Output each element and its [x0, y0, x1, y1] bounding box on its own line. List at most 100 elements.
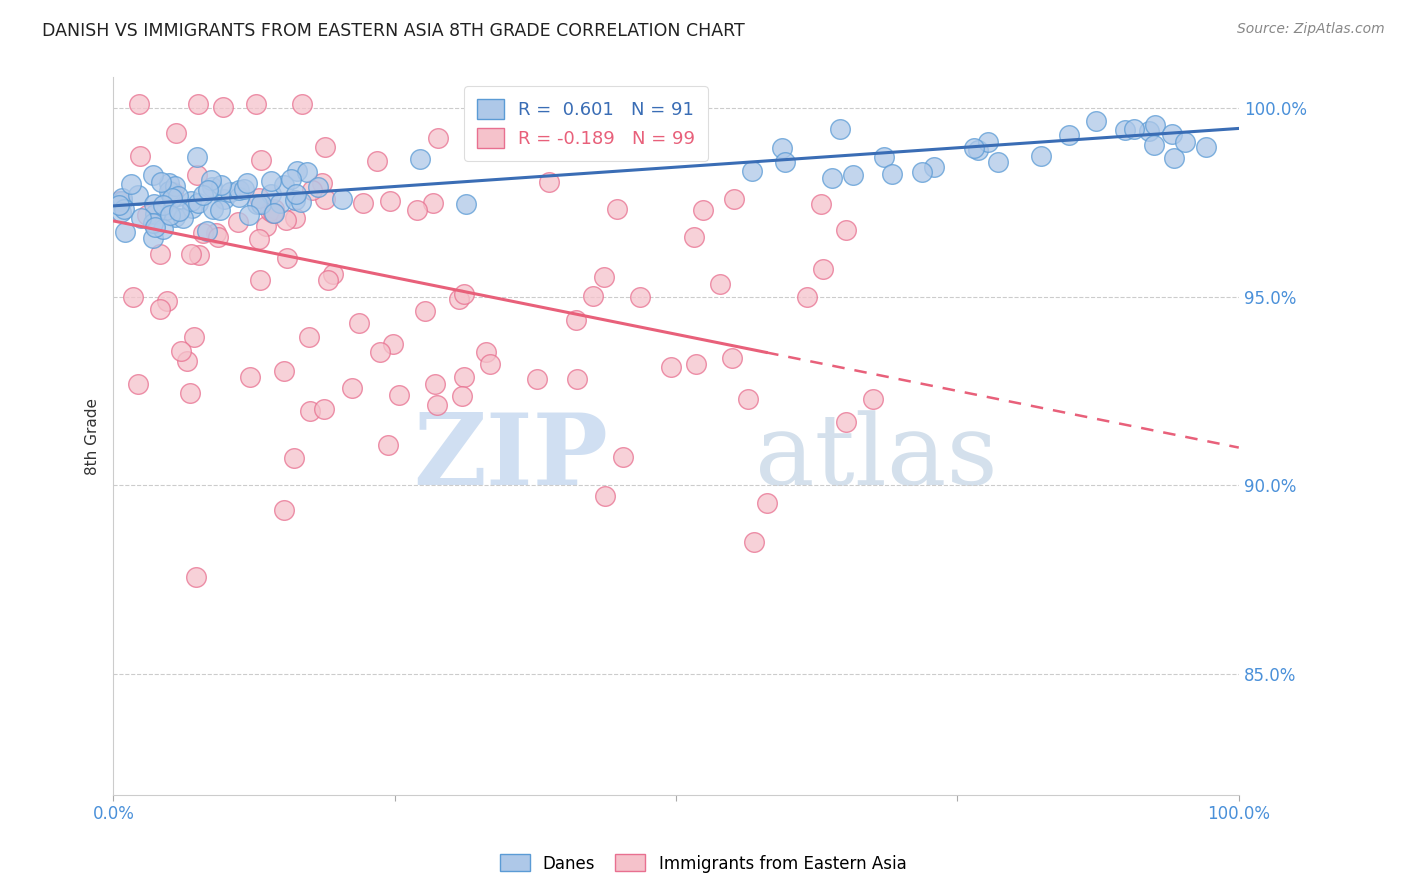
- Point: [200, 173, 222, 187]
- Point: [413, 303, 436, 318]
- Point: [285, 164, 308, 178]
- Point: [628, 290, 651, 304]
- Point: [128, 149, 150, 163]
- Point: [273, 364, 295, 378]
- Point: [381, 336, 404, 351]
- Point: [142, 197, 165, 211]
- Point: [201, 202, 224, 216]
- Point: [274, 213, 297, 227]
- Point: [233, 182, 256, 196]
- Point: [157, 176, 180, 190]
- Point: [963, 141, 986, 155]
- Point: [263, 202, 285, 217]
- Point: [273, 178, 295, 192]
- Point: [307, 180, 329, 194]
- Point: [741, 164, 763, 178]
- Point: [330, 193, 353, 207]
- Point: [1137, 124, 1160, 138]
- Point: [163, 179, 186, 194]
- Point: [159, 208, 181, 222]
- Point: [977, 135, 1000, 149]
- Point: [228, 190, 250, 204]
- Point: [191, 227, 214, 241]
- Point: [810, 197, 832, 211]
- Point: [160, 191, 183, 205]
- Point: [127, 376, 149, 391]
- Point: [370, 344, 392, 359]
- Point: [612, 450, 634, 464]
- Point: [987, 155, 1010, 169]
- Point: [835, 415, 858, 429]
- Point: [254, 219, 277, 234]
- Point: [183, 330, 205, 344]
- Point: [284, 211, 307, 225]
- Point: [159, 184, 181, 198]
- Point: [260, 187, 283, 202]
- Point: [659, 359, 682, 374]
- Point: [683, 230, 706, 244]
- Point: [187, 96, 209, 111]
- Point: [247, 190, 270, 204]
- Point: [181, 201, 204, 215]
- Point: [108, 198, 131, 212]
- Point: [447, 293, 470, 307]
- Point: [172, 211, 194, 225]
- Point: [204, 227, 226, 241]
- Point: [187, 195, 209, 210]
- Point: [152, 197, 174, 211]
- Point: [322, 267, 344, 281]
- Point: [290, 195, 312, 210]
- Point: [720, 351, 742, 366]
- Point: [922, 160, 945, 174]
- Point: [426, 398, 449, 412]
- Point: [387, 388, 409, 402]
- Point: [247, 232, 270, 246]
- Point: [1143, 118, 1166, 132]
- Point: [112, 202, 135, 216]
- Point: [755, 496, 778, 510]
- Point: [862, 392, 884, 407]
- Point: [742, 535, 765, 549]
- Point: [299, 403, 322, 417]
- Point: [1029, 149, 1052, 163]
- Text: Source: ZipAtlas.com: Source: ZipAtlas.com: [1237, 22, 1385, 37]
- Point: [127, 188, 149, 202]
- Point: [167, 203, 190, 218]
- Point: [208, 202, 231, 217]
- Point: [592, 270, 614, 285]
- Point: [155, 202, 177, 217]
- Point: [1114, 123, 1136, 137]
- Point: [423, 376, 446, 391]
- Text: DANISH VS IMMIGRANTS FROM EASTERN ASIA 8TH GRADE CORRELATION CHART: DANISH VS IMMIGRANTS FROM EASTERN ASIA 8…: [42, 22, 745, 40]
- Point: [280, 172, 302, 186]
- Point: [301, 183, 323, 197]
- Point: [283, 450, 305, 465]
- Point: [238, 208, 260, 222]
- Point: [820, 171, 842, 186]
- Point: [406, 203, 429, 218]
- Point: [295, 164, 318, 178]
- Point: [565, 372, 588, 386]
- Point: [316, 273, 339, 287]
- Point: [207, 230, 229, 244]
- Point: [129, 211, 152, 226]
- Point: [121, 290, 143, 304]
- Point: [110, 194, 132, 208]
- Point: [453, 369, 475, 384]
- Point: [352, 196, 374, 211]
- Point: [1057, 128, 1080, 143]
- Point: [209, 178, 232, 192]
- Point: [228, 183, 250, 197]
- Point: [176, 353, 198, 368]
- Point: [111, 191, 134, 205]
- Point: [184, 570, 207, 584]
- Point: [259, 204, 281, 219]
- Point: [811, 261, 834, 276]
- Point: [834, 222, 856, 236]
- Point: [378, 194, 401, 208]
- Point: [872, 149, 894, 163]
- Point: [562, 96, 585, 111]
- Point: [967, 143, 990, 157]
- Point: [456, 197, 478, 211]
- Point: [1143, 137, 1166, 152]
